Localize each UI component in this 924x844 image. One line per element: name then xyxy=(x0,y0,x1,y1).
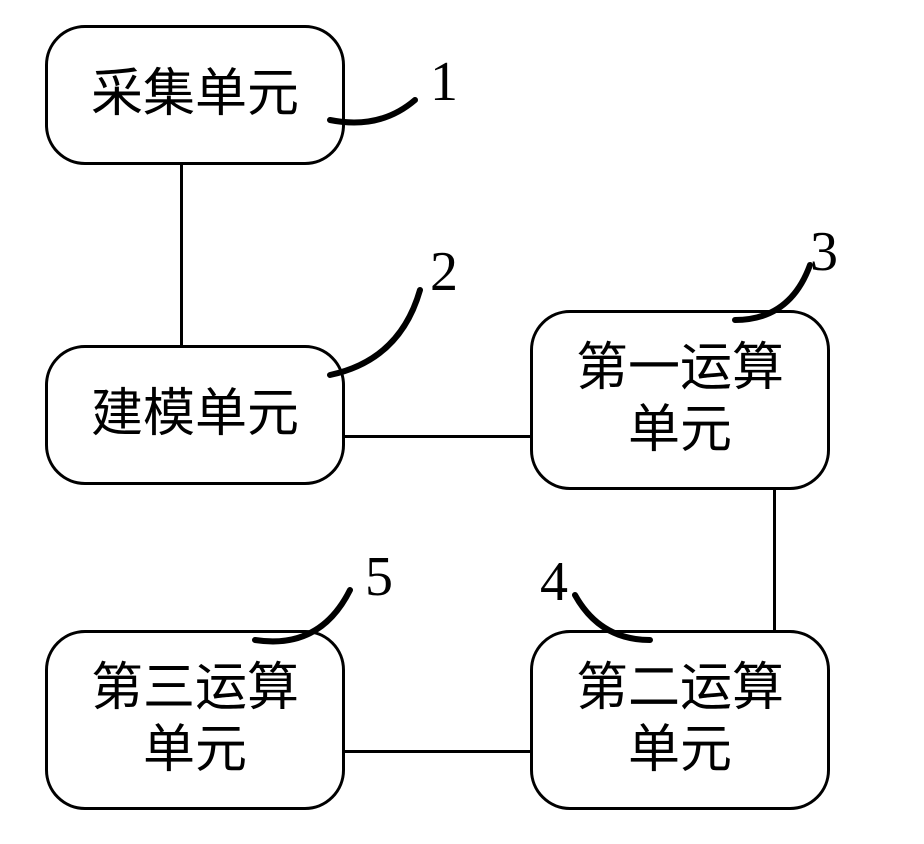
node-first-computation-unit: 第一运算 单元 xyxy=(530,310,830,490)
node-second-computation-unit: 第二运算 单元 xyxy=(530,630,830,810)
node-label: 采集单元 xyxy=(91,64,299,126)
edge-1-2 xyxy=(180,165,183,345)
node-acquisition-unit: 采集单元 xyxy=(45,25,345,165)
callout-label-5: 5 xyxy=(365,545,393,609)
node-label: 第一运算 单元 xyxy=(576,338,784,463)
node-label: 建模单元 xyxy=(91,384,299,446)
node-label: 第二运算 单元 xyxy=(576,658,784,783)
callout-label-2: 2 xyxy=(430,240,458,304)
node-label: 第三运算 单元 xyxy=(91,658,299,783)
edge-4-5 xyxy=(345,750,530,753)
callout-label-4: 4 xyxy=(540,550,568,614)
edge-2-3 xyxy=(345,435,530,438)
node-third-computation-unit: 第三运算 单元 xyxy=(45,630,345,810)
edge-3-4 xyxy=(773,490,776,630)
callout-label-3: 3 xyxy=(810,220,838,284)
callout-label-1: 1 xyxy=(430,50,458,114)
node-modeling-unit: 建模单元 xyxy=(45,345,345,485)
